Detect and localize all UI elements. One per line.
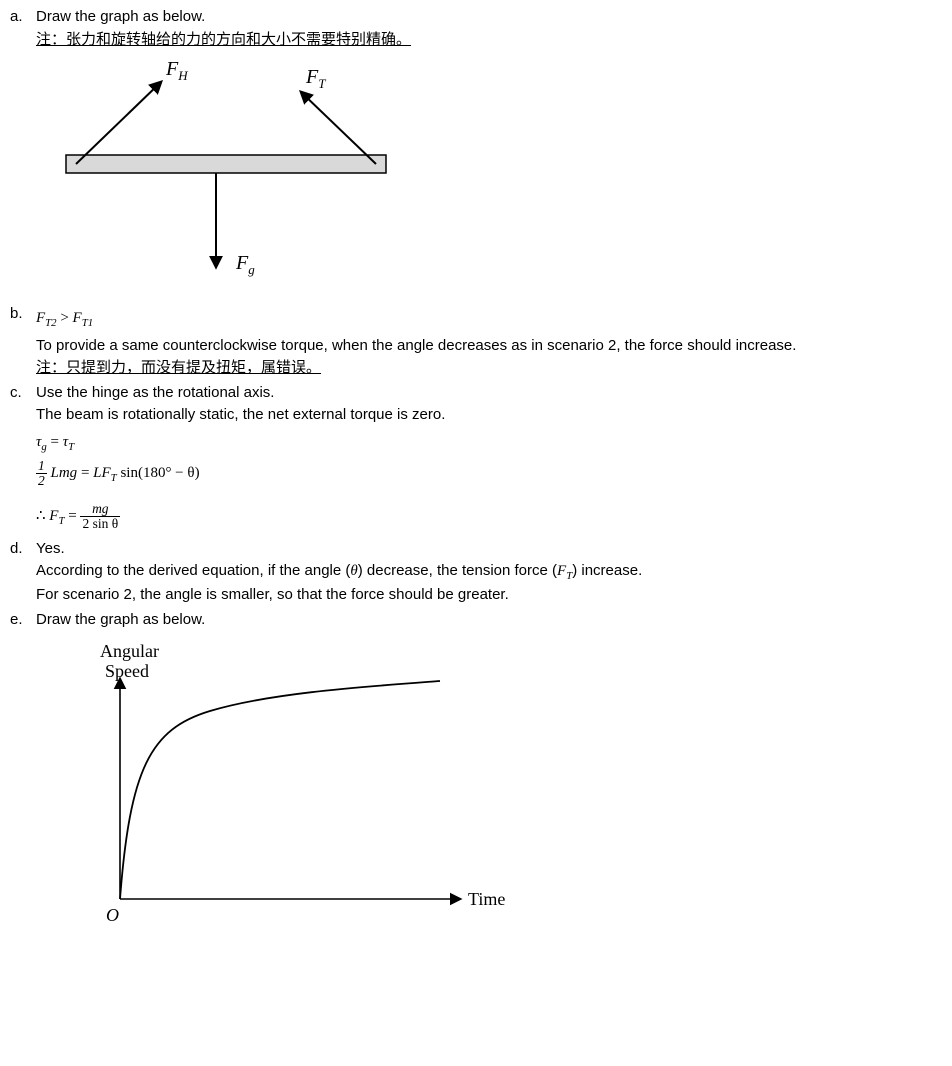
c-line2: The beam is rotationally static, the net… — [36, 404, 942, 427]
a-note: 注：张力和旋转轴给的力的方向和大小不需要特别精确。 — [36, 29, 942, 52]
c-eq1-T: T — [68, 441, 74, 453]
a-line1: Draw the graph as below. — [36, 6, 942, 29]
d-line2-mid: ) decrease, the tension force ( — [358, 562, 557, 579]
c-eq1: τg = τT — [36, 431, 942, 455]
item-e-label: e. — [10, 609, 36, 947]
b-line2: To provide a same counterclockwise torqu… — [36, 335, 942, 358]
c-eq3: ∴ FT = mg 2 sin θ — [36, 502, 942, 531]
svg-text:Time: Time — [468, 889, 505, 909]
svg-text:Speed: Speed — [105, 661, 149, 681]
c-eq3-den: 2 sin θ — [80, 517, 120, 531]
b-ft2-sub: T2 — [45, 317, 56, 329]
b-gt: > — [57, 310, 73, 326]
c-eq2-lf: LF — [93, 465, 111, 481]
page: a. Draw the graph as below. 注：张力和旋转轴给的力的… — [0, 0, 952, 969]
c-eq2-half: 1 2 — [36, 459, 47, 488]
item-c: c. Use the hinge as the rotational axis.… — [10, 382, 942, 536]
c-eq2-half-num: 1 — [36, 459, 47, 474]
d-line1: Yes. — [36, 538, 942, 561]
d-line2-post: ) increase. — [572, 562, 642, 579]
b-ft2: F — [36, 310, 45, 326]
svg-text:Fg: Fg — [235, 252, 255, 277]
d-line3: For scenario 2, the angle is smaller, so… — [36, 584, 942, 607]
a-diagram: FH FT Fg — [46, 57, 942, 295]
item-d-label: d. — [10, 538, 36, 607]
d-line2-pre: According to the derived equation, if th… — [36, 562, 350, 579]
c-eq3-eq: = — [64, 508, 80, 524]
item-c-label: c. — [10, 382, 36, 536]
svg-text:O: O — [106, 905, 119, 925]
b-ft1-sub: T1 — [82, 317, 93, 329]
c-eq2: 1 2 Lmg = LFT sin(180° − θ) — [36, 459, 942, 488]
item-b: b. FT2 > FT1 To provide a same countercl… — [10, 303, 942, 380]
c-line1: Use the hinge as the rotational axis. — [36, 382, 942, 405]
d-theta: θ — [350, 563, 357, 579]
c-eq2-lmg: Lmg — [51, 465, 78, 481]
c-eq3-num: mg — [80, 502, 120, 517]
e-line1: Draw the graph as below. — [36, 609, 942, 632]
c-eq3-therefore: ∴ — [36, 508, 49, 524]
c-eq3-frac: mg 2 sin θ — [80, 502, 120, 531]
c-eq2-half-den: 2 — [36, 474, 47, 488]
c-eq2-sin: sin(180° − θ) — [117, 465, 200, 481]
svg-text:Angular: Angular — [100, 641, 159, 661]
svg-text:FT: FT — [305, 66, 326, 91]
e-graph: AngularSpeed Time O — [60, 639, 942, 947]
item-a: a. Draw the graph as below. 注：张力和旋转轴给的力的… — [10, 6, 942, 301]
b-inequality: FT2 > FT1 — [36, 307, 942, 331]
d-F: F — [557, 563, 566, 579]
item-a-label: a. — [10, 6, 36, 301]
item-e: e. Draw the graph as below. AngularSpeed… — [10, 609, 942, 947]
svg-text:FH: FH — [165, 58, 188, 83]
item-d: d. Yes. According to the derived equatio… — [10, 538, 942, 607]
c-eq1-eq: = — [47, 434, 63, 450]
c-eq2-eq: = — [77, 465, 93, 481]
item-b-label: b. — [10, 303, 36, 380]
b-ft1: F — [73, 310, 82, 326]
b-note: 注：只提到力，而没有提及扭矩，属错误。 — [36, 357, 942, 380]
d-line2: According to the derived equation, if th… — [36, 560, 942, 584]
